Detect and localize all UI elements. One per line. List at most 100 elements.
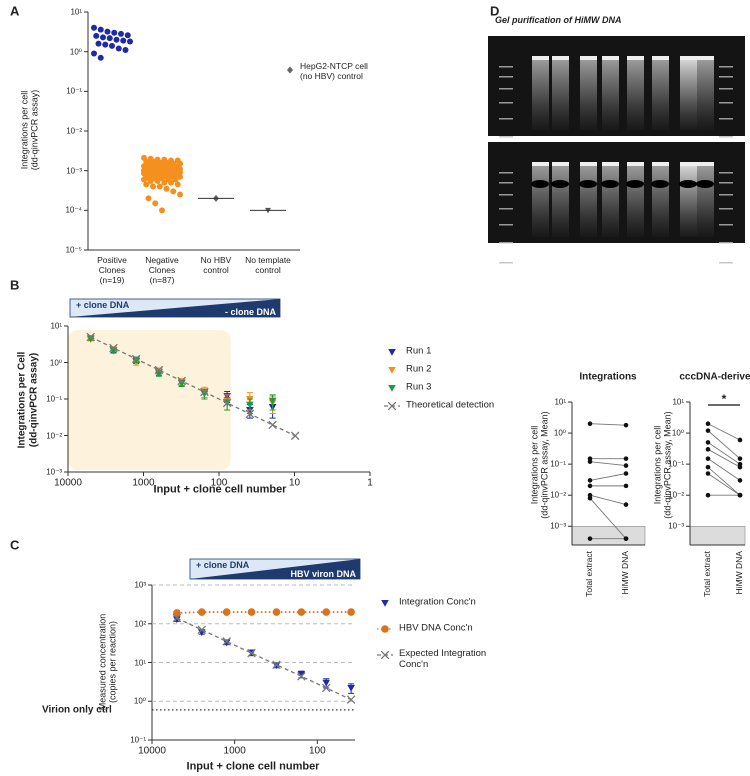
ladder-band [499, 242, 513, 244]
point [177, 376, 186, 386]
point [95, 40, 102, 47]
pair-line [589, 461, 627, 467]
lod-band [689, 525, 746, 546]
ladder-band [499, 118, 513, 120]
gel-lane [680, 164, 697, 237]
gel-well [552, 162, 569, 166]
gel-well [627, 162, 644, 166]
gel-well [652, 56, 669, 60]
point [120, 37, 127, 44]
point [156, 183, 163, 190]
gel-lane [532, 164, 549, 237]
point [106, 35, 113, 42]
gel-lane [552, 164, 569, 237]
point [163, 185, 170, 192]
point [86, 335, 95, 343]
point [104, 28, 111, 35]
point [587, 421, 593, 427]
pair-line [589, 473, 627, 481]
point [154, 177, 161, 184]
point [246, 401, 254, 409]
ladder-band [719, 66, 733, 68]
legend-marker [380, 650, 390, 660]
point [145, 195, 152, 202]
point [168, 179, 174, 186]
series-line [90, 336, 296, 437]
ladder-band [719, 242, 733, 244]
gel-well [697, 162, 714, 166]
point [147, 169, 154, 176]
point [147, 177, 154, 184]
point [322, 608, 331, 616]
point [623, 483, 629, 489]
point [152, 200, 159, 207]
gel-blob [551, 180, 569, 188]
gel-well [652, 162, 669, 166]
point [322, 679, 331, 687]
point [97, 54, 104, 61]
point [705, 471, 711, 476]
point [86, 332, 95, 342]
gel-lane [652, 164, 669, 237]
pair-line [707, 473, 741, 496]
point [297, 608, 306, 616]
gel-blob [696, 180, 714, 188]
legend-marker [388, 384, 396, 392]
ladder-band [499, 224, 513, 226]
point [154, 365, 164, 375]
point [124, 32, 131, 39]
gel-well [680, 162, 697, 166]
point [111, 29, 118, 36]
point [170, 188, 177, 195]
point [705, 440, 711, 445]
gel-lane [697, 58, 714, 130]
lod-band [571, 525, 646, 546]
ladder-band [719, 76, 733, 78]
point [118, 30, 124, 37]
point [705, 447, 711, 452]
pair-line [589, 423, 627, 426]
point [290, 431, 300, 441]
point [705, 421, 711, 427]
ladder-band [719, 172, 733, 174]
banner-wedge [70, 299, 280, 317]
gel-lane [627, 58, 644, 130]
gel-lane [552, 58, 569, 130]
ladder-band [719, 224, 733, 226]
point [177, 191, 183, 198]
gel-lane [602, 164, 619, 237]
point [102, 41, 109, 48]
point [737, 437, 743, 443]
point [623, 471, 629, 476]
ladder-band [499, 262, 513, 264]
point [159, 207, 165, 214]
point [737, 456, 743, 461]
ladder-band [719, 194, 733, 196]
series-line [176, 611, 352, 614]
point [623, 456, 629, 461]
point [587, 483, 593, 489]
banner-wedge [190, 559, 360, 579]
point [141, 176, 147, 183]
point [623, 502, 629, 507]
ladder-band [719, 118, 733, 120]
point [165, 164, 172, 171]
point [623, 463, 629, 468]
point [161, 179, 168, 186]
point [93, 32, 100, 39]
point [91, 50, 97, 57]
gel-blob [626, 180, 644, 188]
point [143, 181, 150, 188]
gel-well [580, 56, 597, 60]
point [245, 409, 255, 419]
legend-marker [381, 625, 389, 633]
point [109, 343, 118, 353]
point [132, 356, 140, 364]
point [346, 695, 356, 704]
point [222, 639, 231, 647]
point [297, 672, 306, 681]
ladder-band [499, 208, 513, 210]
point [705, 464, 711, 470]
